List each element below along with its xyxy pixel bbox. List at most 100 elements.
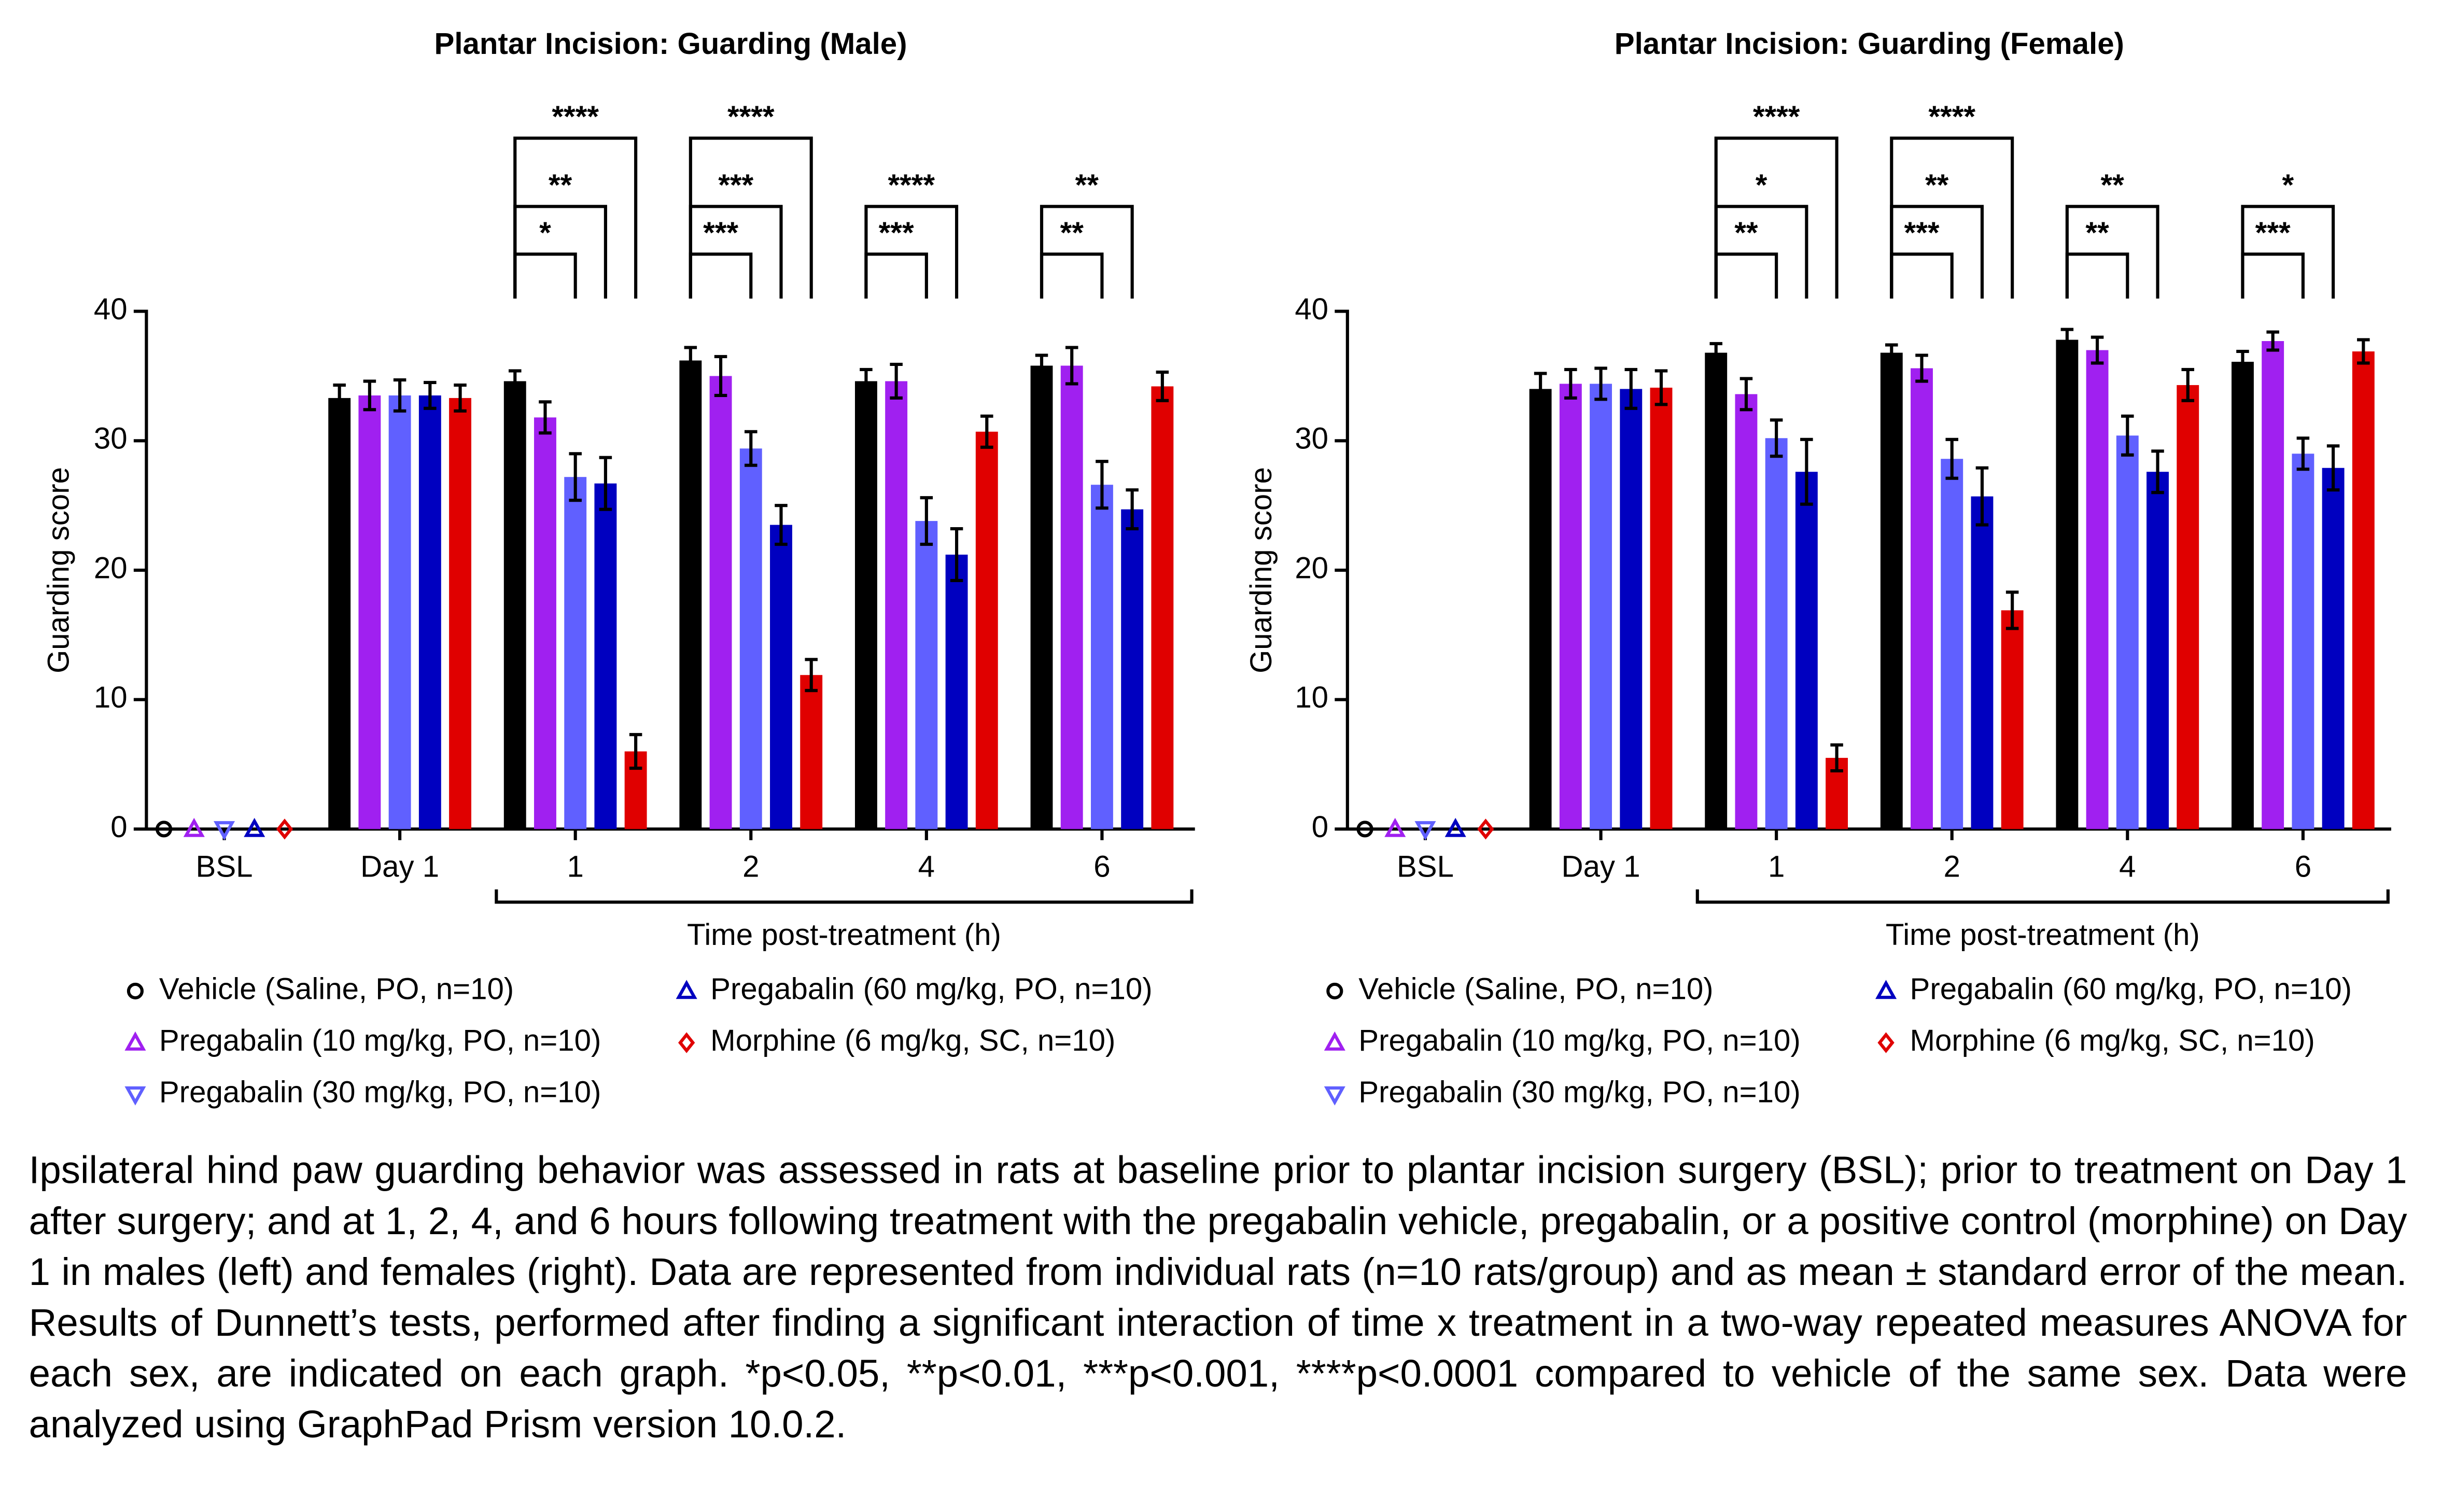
error-bar: [2060, 328, 2074, 352]
x-axis-label: Time post-treatment (h): [1886, 918, 2200, 952]
error-bar: [509, 369, 522, 393]
x-group-bracket: [1695, 889, 2390, 904]
error-bar: [950, 527, 963, 583]
significance-bracket: [864, 205, 959, 299]
significance-label: ***: [1904, 216, 1940, 250]
error-bar: [1126, 488, 1139, 531]
error-bar: [890, 362, 903, 400]
y-tick-label: 10: [1295, 681, 1328, 714]
bar: [709, 376, 732, 829]
bar: [1529, 389, 1552, 829]
baseline-marker: [1414, 821, 1436, 841]
baseline-marker: [1384, 817, 1406, 837]
baseline-marker: [1356, 821, 1373, 838]
error-bar: [2326, 444, 2340, 492]
x-tick-label: 6: [2295, 850, 2311, 883]
y-axis-label: Guarding score: [41, 467, 75, 673]
x-tick-label: Day 1: [1562, 850, 1640, 883]
bar: [2352, 351, 2375, 829]
legend-marker: [1324, 1031, 1345, 1051]
legend-label: Morphine (6 mg/kg, SC, n=10): [1910, 1024, 2315, 1057]
bar: [915, 521, 938, 829]
significance-label: ***: [2255, 216, 2291, 250]
significance-label: ***: [879, 216, 914, 250]
bar: [1735, 394, 1758, 829]
error-bar: [1975, 466, 1989, 527]
bar: [1121, 509, 1144, 829]
legend-label: Pregabalin (10 mg/kg, PO, n=10): [159, 1024, 601, 1057]
error-bar: [2266, 330, 2279, 352]
bar: [1650, 387, 1673, 829]
error-bar: [454, 383, 467, 413]
bar: [2177, 385, 2199, 829]
error-bar: [1945, 437, 1958, 480]
bar: [534, 417, 556, 829]
baseline-marker: [244, 817, 265, 837]
significance-label: **: [1734, 216, 1758, 250]
significance-label: **: [1925, 168, 1949, 202]
bar: [1880, 352, 1903, 829]
error-bar: [393, 378, 406, 413]
y-tick-label: 40: [94, 292, 128, 326]
significance-bracket: [1890, 136, 2014, 299]
legend-label: Pregabalin (60 mg/kg, PO, n=10): [710, 972, 1153, 1006]
y-tick-label: 0: [110, 810, 127, 844]
bar: [1971, 496, 1994, 829]
bar: [800, 675, 823, 829]
significance-label: **: [2101, 168, 2125, 202]
significance-label: *: [539, 216, 551, 250]
bar: [328, 398, 351, 829]
error-bar: [980, 414, 993, 449]
error-bar: [569, 452, 582, 502]
bar: [1151, 386, 1174, 829]
bar: [1941, 459, 1963, 829]
significance-label: ****: [727, 100, 775, 134]
legend-label: Morphine (6 mg/kg, SC, n=10): [710, 1024, 1115, 1057]
error-bar: [1035, 354, 1048, 378]
x-tick-label: Day 1: [360, 850, 439, 883]
bar: [2292, 454, 2314, 829]
error-bar: [1830, 743, 1843, 773]
bar: [564, 477, 587, 829]
baseline-marker: [1444, 817, 1466, 837]
error-bar: [1654, 369, 1668, 406]
significance-bracket: [513, 136, 638, 299]
significance-bracket: [1040, 205, 1134, 299]
significance-label: ***: [703, 216, 738, 250]
bar: [1060, 365, 1083, 829]
error-bar: [1709, 342, 1722, 364]
bar: [503, 381, 526, 829]
error-bar: [1800, 437, 1813, 506]
error-bar: [2357, 338, 2370, 365]
error-bar: [1770, 418, 1783, 458]
error-bar: [920, 496, 933, 546]
bar: [975, 431, 998, 829]
error-bar: [2121, 414, 2134, 457]
bar: [1705, 352, 1728, 829]
x-tick-label: 1: [567, 850, 584, 883]
bar: [2001, 610, 2024, 829]
baseline-marker: [156, 821, 173, 838]
legend-marker: [676, 980, 697, 999]
baseline-marker: [214, 821, 235, 841]
error-bar: [1065, 346, 1078, 386]
significance-bracket: [1714, 136, 1839, 299]
error-bar: [1594, 366, 1607, 401]
significance-label: **: [2085, 216, 2109, 250]
significance-label: ****: [888, 168, 935, 202]
error-bar: [2236, 349, 2249, 374]
legend-label: Pregabalin (60 mg/kg, PO, n=10): [1910, 972, 2352, 1006]
legend-marker: [1324, 1086, 1345, 1106]
error-bar: [775, 504, 788, 546]
error-bar: [2091, 335, 2104, 365]
error-bar: [1739, 377, 1753, 412]
significance-label: *: [2282, 168, 2294, 202]
y-tick-label: 30: [94, 422, 128, 456]
legend-label: Vehicle (Saline, PO, n=10): [1358, 972, 1713, 1006]
bar: [885, 381, 908, 829]
error-bar: [2181, 368, 2194, 402]
legend-marker: [127, 982, 144, 1000]
bar: [2116, 435, 2139, 829]
x-axis-label: Time post-treatment (h): [687, 918, 1001, 952]
